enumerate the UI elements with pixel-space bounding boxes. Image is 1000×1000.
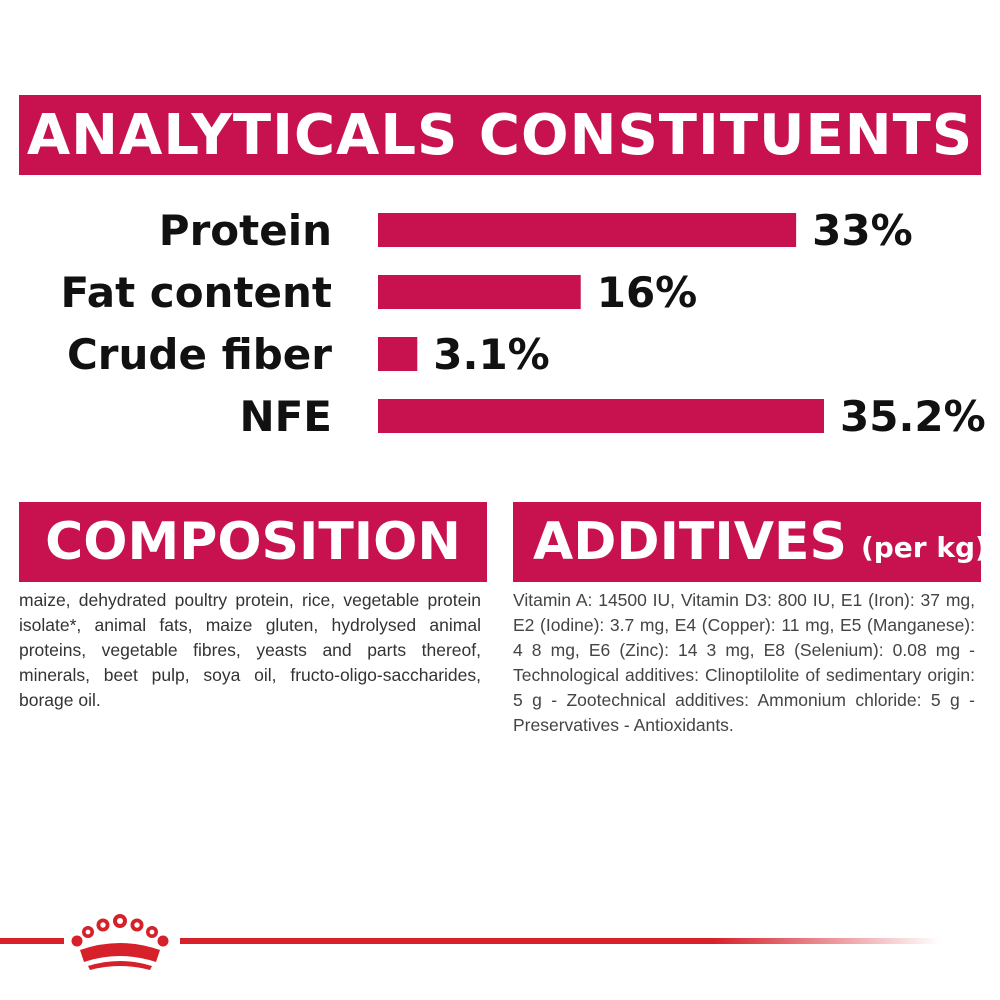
category-label-nfe: NFE <box>239 392 332 441</box>
bar-protein <box>378 213 797 247</box>
composition-heading: COMPOSITION <box>45 512 461 572</box>
category-label-crude-fiber: Crude fiber <box>67 330 332 379</box>
value-label-fat-content: 16% <box>597 268 698 317</box>
analytics-heading: ANALYTICALS CONSTITUENTS <box>26 102 974 168</box>
additives-heading: ADDITIVES <box>533 512 847 572</box>
crown-icon <box>71 914 169 970</box>
bar-crude-fiber <box>378 337 418 371</box>
composition-heading-banner: COMPOSITION <box>19 502 487 582</box>
analytics-heading-banner: ANALYTICALS CONSTITUENTS <box>19 95 981 175</box>
footer-line-left <box>0 938 64 944</box>
composition-text: maize, dehydrated poultry protein, rice,… <box>19 590 481 710</box>
footer-line-right <box>180 938 940 944</box>
value-label-protein: 33% <box>812 206 913 255</box>
bar-nfe <box>378 399 824 433</box>
additives-subheading: (per kg) <box>860 530 981 564</box>
bar-fat-content <box>378 275 581 309</box>
nutrient-bar-chart: Protein 33% Fat content 16% Crude fiber 3.1% N… <box>61 206 986 441</box>
category-label-protein: Protein <box>159 206 332 255</box>
value-label-nfe: 35.2% <box>840 392 986 441</box>
value-label-crude-fiber: 3.1% <box>433 330 549 379</box>
additives-text: Vitamin A: 14500 IU, Vitamin D3: 800 IU,… <box>513 590 975 735</box>
additives-heading-banner: ADDITIVES (per kg) <box>513 502 981 582</box>
category-label-fat-content: Fat content <box>61 268 332 317</box>
